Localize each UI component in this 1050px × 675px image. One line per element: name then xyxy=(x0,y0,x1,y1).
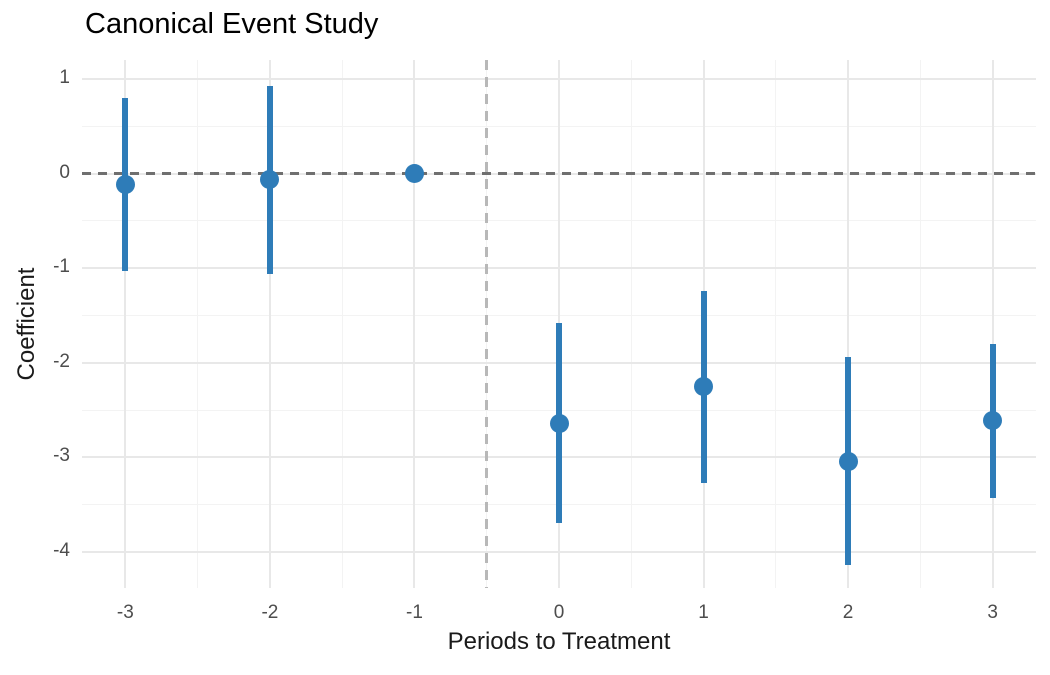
x-axis-title: Periods to Treatment xyxy=(447,628,671,655)
y-tick-label: -2 xyxy=(53,350,70,372)
gridline-x-major xyxy=(991,60,994,588)
gridline-x-major xyxy=(413,60,416,588)
y-tick-label: 0 xyxy=(59,161,70,183)
zero-reference-line xyxy=(82,172,1036,176)
treatment-reference-line xyxy=(485,60,489,588)
gridline-y-major xyxy=(82,267,1036,270)
gridline-x-major xyxy=(124,60,127,588)
x-tick-label: -2 xyxy=(261,602,279,623)
x-tick-label: 0 xyxy=(553,602,565,623)
gridline-x-major xyxy=(268,60,271,588)
gridline-x-minor xyxy=(197,60,199,588)
gridline-y-major xyxy=(82,77,1036,80)
y-tick-label: -4 xyxy=(53,540,70,562)
x-tick-label: 3 xyxy=(987,602,998,623)
y-tick-label: -3 xyxy=(53,445,70,467)
coefficient-point xyxy=(260,169,280,189)
gridline-x-minor xyxy=(341,60,343,588)
coefficient-point xyxy=(404,164,424,184)
y-tick-label: -1 xyxy=(53,256,70,278)
gridline-x-minor xyxy=(630,60,632,588)
x-tick-label: -1 xyxy=(406,602,423,623)
y-tick-label: 1 xyxy=(59,66,70,88)
coefficient-point xyxy=(549,413,569,433)
coefficient-point xyxy=(694,376,714,396)
gridline-y-major xyxy=(82,551,1036,554)
gridline-x-minor xyxy=(775,60,777,588)
gridline-x-major xyxy=(847,60,850,588)
x-tick-label: 1 xyxy=(698,602,709,623)
x-tick-label: -3 xyxy=(116,602,134,623)
coefficient-point xyxy=(838,451,858,471)
x-tick-label: 2 xyxy=(842,602,854,623)
chart-title: Canonical Event Study xyxy=(85,8,379,40)
gridline-x-minor xyxy=(919,60,921,588)
coefficient-point xyxy=(115,175,135,195)
coefficient-point xyxy=(983,411,1003,431)
